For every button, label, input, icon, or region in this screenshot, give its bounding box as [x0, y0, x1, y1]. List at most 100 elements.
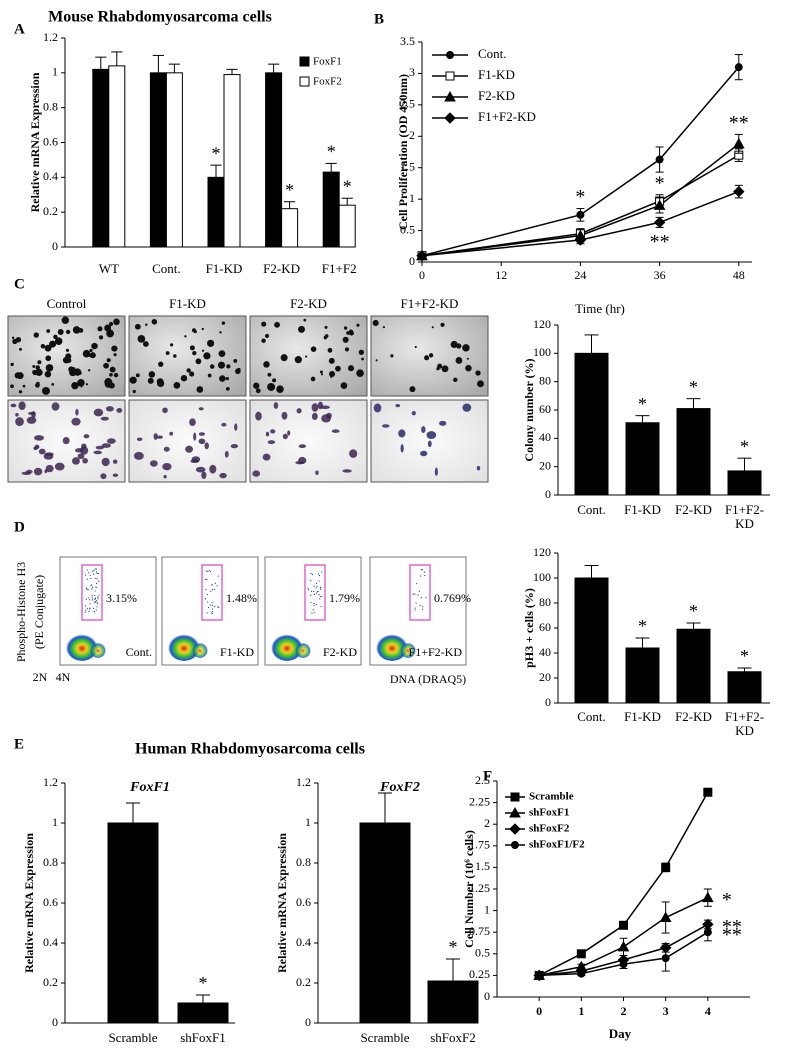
- colony: [225, 376, 229, 381]
- colony-stain: [185, 445, 193, 453]
- colony: [390, 354, 394, 358]
- colony: [218, 350, 226, 358]
- colony: [85, 383, 89, 386]
- event: [318, 574, 321, 577]
- label-box: WT: [99, 262, 119, 276]
- event: [211, 608, 214, 610]
- colony: [328, 357, 335, 364]
- colony: [142, 341, 149, 347]
- error-bar: [152, 54, 164, 73]
- y-axis-label: Colony number (%): [522, 358, 536, 461]
- colony-stain: [420, 450, 428, 457]
- colony-stain: [193, 432, 197, 441]
- legend-marker: [444, 90, 456, 102]
- x-tick-label: shFoxF1: [180, 1031, 226, 1045]
- marker: [661, 862, 671, 872]
- x-tick-label: 48: [733, 268, 745, 282]
- event: [94, 577, 96, 579]
- event: [417, 594, 419, 596]
- colony: [97, 326, 103, 332]
- colony-stain: [15, 417, 24, 426]
- annotation: *: [638, 616, 647, 636]
- colony-stain: [26, 416, 37, 424]
- colony: [267, 372, 272, 377]
- annotation: **: [650, 231, 670, 253]
- colony-stain: [169, 431, 174, 436]
- series-line: [421, 66, 740, 257]
- bar: [265, 72, 283, 248]
- colony: [82, 349, 91, 358]
- colony: [87, 369, 91, 372]
- colony-stain: [153, 433, 158, 440]
- y-tick-label: 0.2: [296, 975, 311, 989]
- event: [313, 612, 315, 614]
- colony-stain: [209, 464, 217, 474]
- bar: [322, 171, 340, 248]
- label-box: F1+F2-KD: [725, 503, 764, 531]
- colony: [462, 344, 470, 352]
- marker: [703, 787, 713, 797]
- event: [90, 585, 92, 587]
- colony: [170, 343, 174, 347]
- colony: [44, 344, 52, 352]
- event: [90, 577, 92, 580]
- colony-stain: [101, 457, 110, 467]
- annotation: *: [689, 377, 698, 397]
- event: [95, 599, 98, 602]
- legend-label: Scramble: [529, 791, 574, 803]
- event: [96, 586, 98, 589]
- colony: [453, 377, 458, 383]
- panel-letter: E: [14, 736, 24, 752]
- colony-stain: [421, 426, 426, 433]
- event: [421, 569, 423, 571]
- marker: [574, 234, 587, 246]
- x-axis-label: Day: [609, 1026, 632, 1041]
- colony: [201, 349, 205, 352]
- colony: [173, 381, 181, 389]
- event: [88, 611, 90, 613]
- colony: [356, 369, 364, 378]
- marker: [445, 71, 455, 81]
- event: [418, 590, 420, 592]
- panel-letter: C: [14, 276, 25, 292]
- colony: [221, 321, 226, 325]
- event: [92, 607, 95, 609]
- colony-stain: [93, 408, 104, 417]
- colony: [71, 367, 76, 371]
- marker: [732, 137, 745, 149]
- event: [98, 580, 100, 582]
- event: [91, 595, 93, 597]
- legend-label: F1-KD: [478, 67, 515, 82]
- x-tick-label: F2-KD: [263, 262, 301, 276]
- error-bar: [268, 63, 280, 73]
- event: [313, 604, 315, 606]
- label-box: F1-KD: [206, 262, 243, 276]
- colony-stain: [15, 412, 19, 417]
- y-tick-label: 20: [539, 458, 551, 472]
- bar: [727, 470, 762, 496]
- bar: [574, 577, 609, 704]
- x-tick-label: F1-KD: [624, 503, 661, 517]
- x-tick-label: F1-KD: [624, 710, 661, 724]
- event: [95, 609, 98, 611]
- y-tick-label: 0.6: [43, 895, 58, 909]
- event: [91, 599, 94, 601]
- y-axis-label: Relative mRNA Expression: [28, 72, 42, 212]
- x-tick-label: 36: [654, 268, 666, 282]
- event: [321, 595, 323, 597]
- colony: [324, 325, 328, 329]
- event: [89, 599, 91, 601]
- event: [205, 570, 208, 572]
- y-tick-label: 0.8: [43, 99, 58, 113]
- event: [211, 588, 213, 591]
- colony-stain: [74, 448, 84, 453]
- colony: [148, 371, 156, 378]
- label-box: F1-KD: [624, 503, 661, 517]
- y-tick-label: 1: [305, 815, 311, 829]
- event: [207, 601, 209, 603]
- x-axis-label: Time (hr): [575, 301, 625, 316]
- colony: [137, 335, 146, 343]
- flow-y-label: Phospho-Histone H3: [14, 562, 28, 662]
- event: [218, 606, 220, 608]
